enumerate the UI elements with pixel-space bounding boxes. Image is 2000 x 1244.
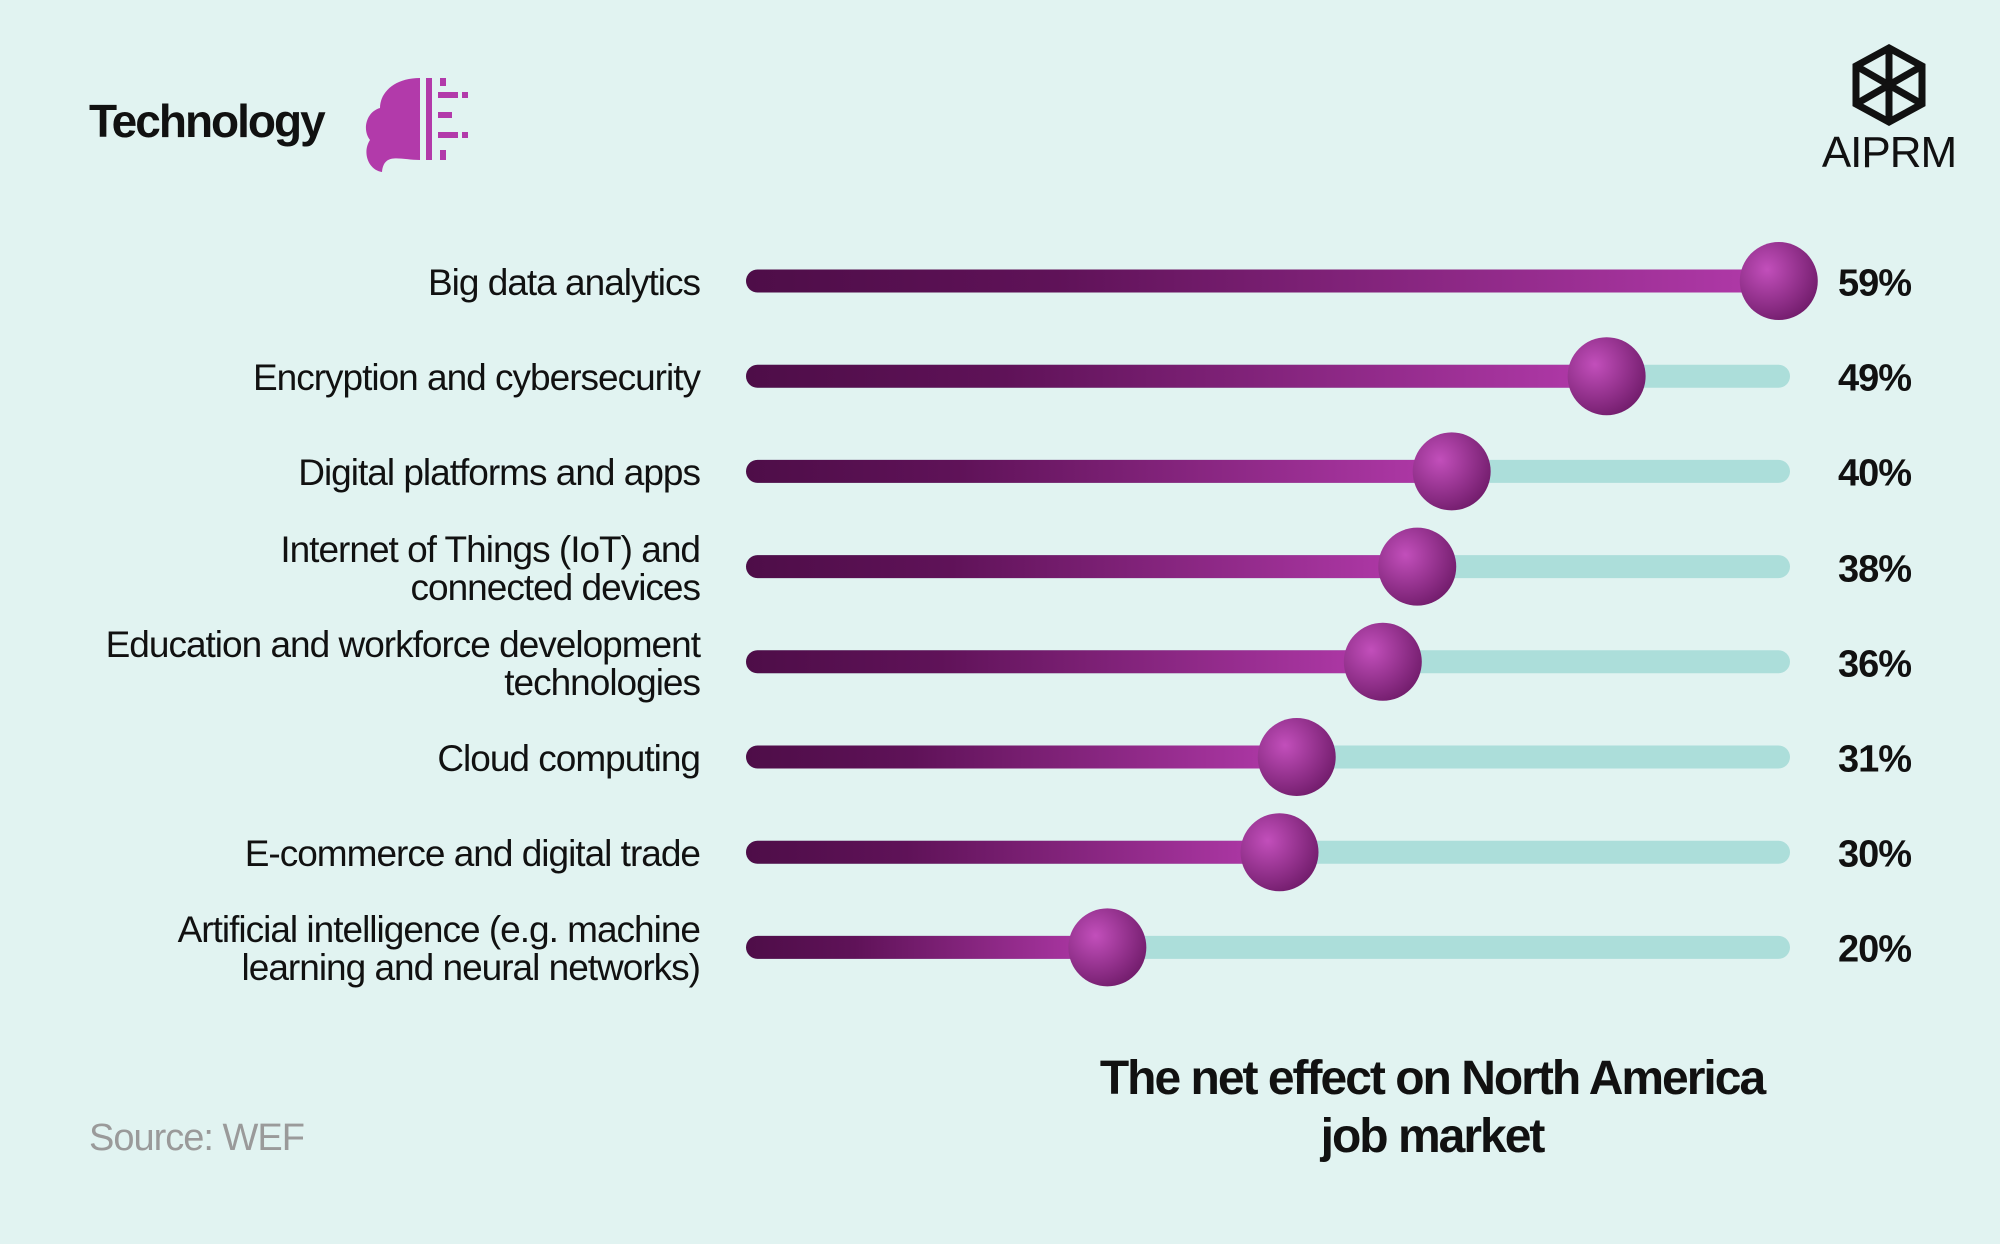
header: Technology	[89, 95, 326, 147]
category-label: Big data analytics	[427, 262, 701, 303]
value-label: 40%	[1837, 452, 1912, 495]
knob	[1567, 337, 1646, 416]
value-label: 20%	[1837, 928, 1912, 971]
bar	[746, 269, 1779, 293]
category-label: Education and workforce development tech…	[105, 623, 701, 703]
knob	[1739, 242, 1818, 320]
knob	[1068, 908, 1147, 987]
brand: AIPRM	[1821, 128, 1957, 177]
bar	[746, 745, 1297, 769]
category-label: Internet of Things (IoT) and connected d…	[280, 528, 701, 608]
bar	[746, 650, 1383, 674]
value-label: 36%	[1837, 643, 1912, 686]
knob	[1343, 622, 1422, 701]
knob	[1257, 718, 1336, 796]
category-label: Artificial intelligence (e.g. machine le…	[177, 909, 701, 989]
category-label: Digital platforms and apps	[298, 452, 701, 494]
bar	[746, 459, 1452, 483]
bar	[746, 840, 1280, 864]
value-label: 38%	[1837, 548, 1912, 591]
knob	[1378, 527, 1457, 606]
category-label: Encryption and cybersecurity	[252, 357, 701, 399]
knob	[1240, 813, 1319, 892]
value-label: 31%	[1837, 738, 1912, 781]
value-label: 49%	[1837, 357, 1912, 400]
category-label: Cloud computing	[437, 738, 701, 779]
tech-icon	[365, 78, 468, 172]
source: Source: WEF	[89, 1117, 305, 1159]
value-label: 30%	[1837, 833, 1912, 876]
value-label: 59%	[1837, 262, 1912, 305]
chart-title: The net effect on North America job mark…	[1099, 1052, 1766, 1163]
knob	[1412, 432, 1491, 511]
bar	[746, 364, 1607, 388]
bar	[746, 555, 1418, 579]
brand-icon	[1852, 44, 1926, 126]
bar	[746, 935, 1108, 959]
category-label: E-commerce and digital trade	[244, 833, 701, 875]
